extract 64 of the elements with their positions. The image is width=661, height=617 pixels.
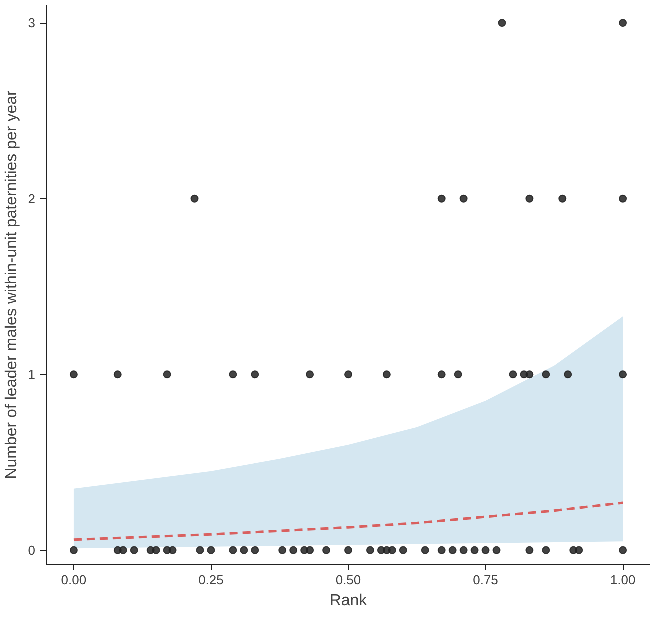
point	[382, 370, 391, 379]
point	[492, 546, 501, 554]
point	[190, 194, 199, 203]
point	[438, 194, 446, 203]
point	[130, 546, 138, 554]
point	[542, 370, 550, 379]
point	[229, 370, 238, 379]
point	[575, 546, 584, 554]
point	[344, 546, 352, 554]
point	[619, 546, 628, 554]
point	[119, 546, 128, 554]
point	[438, 546, 446, 554]
point	[470, 546, 479, 554]
point	[498, 19, 506, 28]
x-tick-label: 0.75	[473, 572, 498, 588]
point	[168, 546, 177, 554]
point	[526, 546, 534, 554]
x-axis-title: Rank	[330, 592, 368, 610]
point	[290, 546, 298, 554]
y-tick-label: 0	[28, 542, 36, 558]
x-tick-label: 0.25	[198, 572, 224, 588]
point	[344, 370, 352, 379]
point	[152, 546, 160, 554]
point	[278, 546, 287, 554]
x-tick-label: 1.00	[610, 572, 636, 588]
line-series	[72, 502, 624, 542]
point	[229, 546, 238, 554]
point	[558, 194, 567, 203]
y-axis-title: Number of leader males within-unit paternities per year	[3, 90, 20, 480]
y-tick-label: 1	[28, 367, 36, 382]
point	[438, 370, 446, 379]
point	[70, 546, 78, 554]
point	[454, 370, 462, 379]
point	[207, 546, 216, 554]
point	[114, 370, 122, 379]
point	[448, 546, 457, 554]
point	[619, 19, 628, 28]
point	[509, 370, 518, 379]
point	[366, 546, 374, 554]
point	[388, 546, 396, 554]
x-tick-label: 0.50	[336, 572, 362, 588]
point	[251, 546, 260, 554]
point	[196, 546, 204, 554]
point	[306, 546, 314, 554]
point	[322, 546, 331, 554]
point	[399, 546, 408, 554]
point	[240, 546, 248, 554]
point	[482, 546, 490, 554]
point	[460, 546, 468, 554]
point	[163, 370, 172, 379]
point	[460, 194, 468, 203]
point	[526, 194, 534, 203]
point	[251, 370, 260, 379]
point	[542, 546, 550, 554]
point	[526, 370, 534, 379]
point	[306, 370, 314, 379]
point	[70, 370, 78, 379]
point	[619, 370, 628, 379]
y-tick-label: 2	[28, 191, 36, 206]
point	[619, 194, 628, 203]
x-tick-label: 0.00	[61, 572, 87, 588]
y-tick-label: 3	[28, 16, 36, 31]
point	[564, 370, 572, 379]
point	[421, 546, 430, 554]
